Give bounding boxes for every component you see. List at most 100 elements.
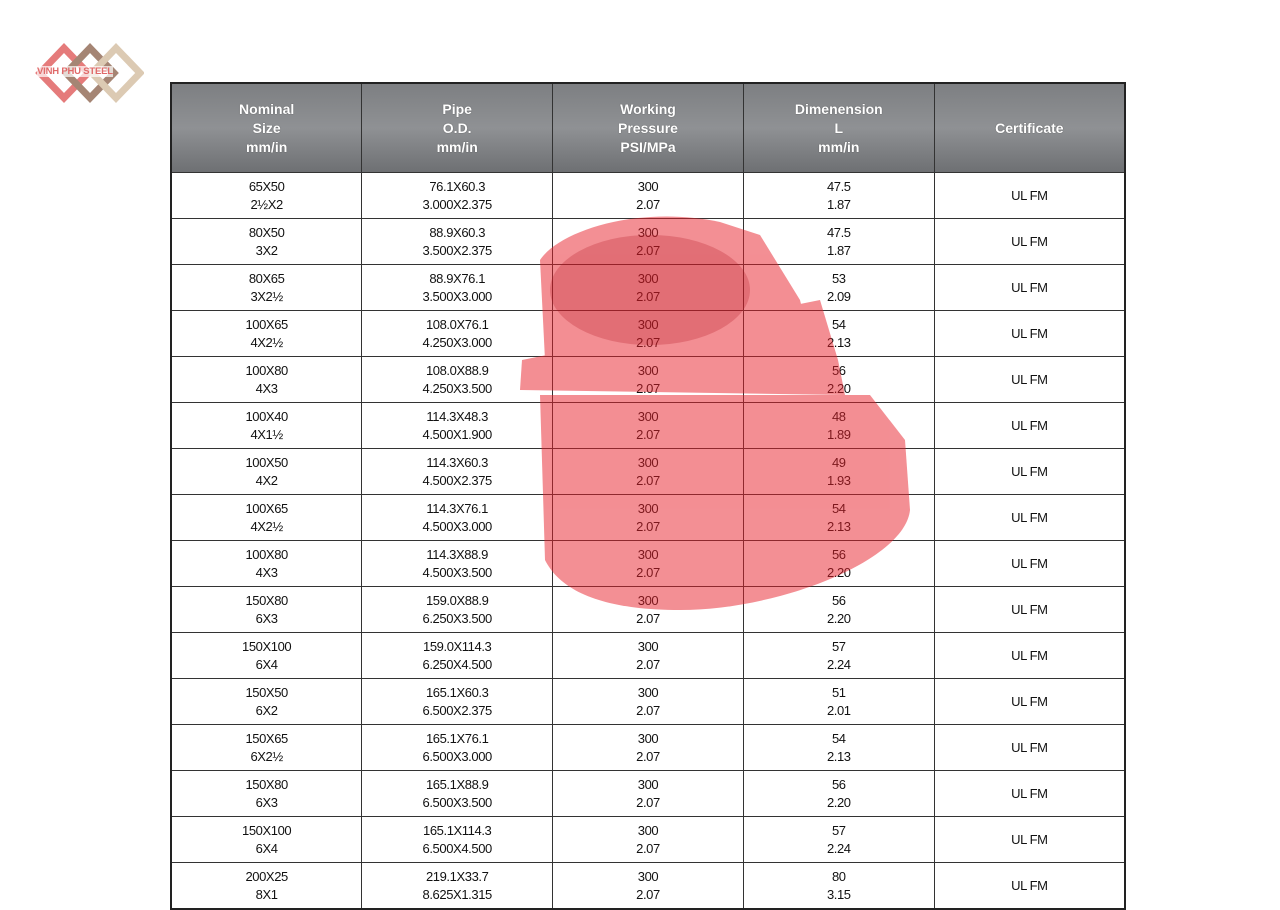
header-line: Size (252, 119, 281, 136)
cell-value: 4.500X3.000 (422, 518, 493, 534)
cell-value: UL FM (1011, 555, 1048, 571)
cell-pipe-od: 159.0X88.9 6.250X3.500 (361, 586, 554, 633)
table-row: 150X65 6X2½ 165.1X76.1 6.500X3.000 300 2.07 54… (170, 724, 1126, 771)
cell-dimension-l: 54 2.13 (742, 494, 935, 541)
cell-value: UL FM (1011, 279, 1048, 295)
cell-working-pressure: 300 2.07 (552, 356, 744, 403)
cell-pipe-od: 165.1X88.9 6.500X3.500 (361, 770, 554, 817)
cell-value: 4X2½ (250, 518, 283, 534)
cell-value: 114.3X60.3 (426, 454, 488, 470)
cell-value: 6X4 (255, 656, 278, 672)
cell-value: 2.20 (826, 564, 851, 580)
table-row: 150X100 6X4 165.1X114.3 6.500X4.500 300 2.07 5… (170, 816, 1126, 863)
cell-value: 2½X2 (250, 196, 283, 212)
cell-value: 54 (831, 730, 846, 746)
table-row: 200X25 8X1 219.1X33.7 8.625X1.315 300 2.07 80 3… (170, 862, 1126, 910)
header-line: Pipe (442, 100, 472, 117)
cell-value: UL FM (1011, 647, 1048, 663)
cell-value: 57 (831, 638, 846, 654)
table-row: 100X80 4X3 114.3X88.9 4.500X3.500 300 2.07 56 2… (170, 540, 1126, 587)
cell-pipe-od: 88.9X60.3 3.500X2.375 (361, 218, 554, 265)
cell-value: 1.89 (826, 426, 851, 442)
cell-working-pressure: 300 2.07 (552, 770, 744, 817)
cell-nominal-size: 80X65 3X2½ (170, 264, 363, 311)
cell-nominal-size: 150X65 6X2½ (170, 724, 363, 771)
table-row: 150X80 6X3 159.0X88.9 6.250X3.500 300 2.07 56 2… (170, 586, 1126, 633)
cell-value: 57 (831, 822, 846, 838)
cell-value: 300 (637, 868, 659, 884)
cell-value: 300 (637, 500, 659, 516)
cell-value: 80 (831, 868, 846, 884)
cell-nominal-size: 100X80 4X3 (170, 540, 363, 587)
cell-value: 2.07 (636, 426, 660, 442)
cell-value: UL FM (1011, 325, 1048, 341)
cell-value: 2.20 (826, 380, 851, 396)
table-row: 150X80 6X3 165.1X88.9 6.500X3.500 300 2.07 56 2… (170, 770, 1126, 817)
cell-dimension-l: 51 2.01 (742, 678, 935, 725)
cell-value: 300 (637, 822, 659, 838)
cell-value: 150X100 (242, 822, 292, 838)
cell-certificate: UL FM (933, 402, 1126, 449)
header-line: Working (620, 100, 676, 117)
cell-value: UL FM (1011, 463, 1048, 479)
cell-certificate: UL FM (933, 448, 1126, 495)
table-row: 150X50 6X2 165.1X60.3 6.500X2.375 300 2.07 51 2… (170, 678, 1126, 725)
cell-pipe-od: 114.3X48.3 4.500X1.900 (361, 402, 554, 449)
header-line: mm/in (818, 138, 860, 155)
cell-value: 3X2 (255, 242, 278, 258)
cell-value: 49 (831, 454, 846, 470)
cell-value: 6.500X4.500 (422, 840, 493, 856)
header-line: mm/in (436, 138, 478, 155)
cell-value: 2.07 (636, 334, 660, 350)
cell-dimension-l: 56 2.20 (742, 586, 935, 633)
table-row: 100X65 4X2½ 114.3X76.1 4.500X3.000 300 2.07 54… (170, 494, 1126, 541)
cell-value: 2.07 (636, 610, 660, 626)
cell-value: 2.20 (826, 610, 851, 626)
cell-dimension-l: 56 2.20 (742, 356, 935, 403)
table-row: 80X50 3X2 88.9X60.3 3.500X2.375 300 2.07 47.5 1… (170, 218, 1126, 265)
cell-value: 159.0X114.3 (423, 638, 492, 654)
cell-working-pressure: 300 2.07 (552, 540, 744, 587)
cell-value: 4X2½ (250, 334, 283, 350)
cell-certificate: UL FM (933, 356, 1126, 403)
cell-value: 114.3X76.1 (426, 500, 488, 516)
cell-value: 300 (637, 408, 659, 424)
cell-value: 1.93 (826, 472, 851, 488)
cell-dimension-l: 80 3.15 (742, 862, 935, 910)
cell-working-pressure: 300 2.07 (552, 218, 744, 265)
cell-value: 6X3 (255, 794, 278, 810)
cell-value: 300 (637, 270, 659, 286)
cell-value: 6.500X2.375 (422, 702, 493, 718)
column-header-working-pressure: Working Pressure PSI/MPa (552, 82, 744, 173)
cell-certificate: UL FM (933, 724, 1126, 771)
cell-value: 108.0X76.1 (425, 316, 489, 332)
column-header-nominal-size: Nominal Size mm/in (170, 82, 363, 173)
header-line: mm/in (246, 138, 288, 155)
cell-value: 100X80 (245, 362, 288, 378)
cell-value: 165.1X88.9 (425, 776, 489, 792)
cell-value: 8.625X1.315 (422, 886, 493, 902)
cell-dimension-l: 48 1.89 (742, 402, 935, 449)
cell-pipe-od: 108.0X76.1 4.250X3.000 (361, 310, 554, 357)
cell-nominal-size: 100X65 4X2½ (170, 494, 363, 541)
cell-working-pressure: 300 2.07 (552, 586, 744, 633)
column-header-pipe-od: Pipe O.D. mm/in (361, 82, 554, 173)
cell-working-pressure: 300 2.07 (552, 862, 744, 910)
cell-value: 2.07 (636, 886, 660, 902)
cell-value: 100X80 (245, 546, 288, 562)
cell-dimension-l: 56 2.20 (742, 540, 935, 587)
cell-certificate: UL FM (933, 310, 1126, 357)
cell-value: 2.07 (636, 242, 660, 258)
cell-value: 2.07 (636, 518, 660, 534)
cell-value: 300 (637, 454, 659, 470)
cell-value: 150X65 (245, 730, 288, 746)
cell-nominal-size: 80X50 3X2 (170, 218, 363, 265)
cell-certificate: UL FM (933, 678, 1126, 725)
cell-working-pressure: 300 2.07 (552, 310, 744, 357)
cell-value: 3.500X2.375 (422, 242, 493, 258)
cell-value: 88.9X60.3 (429, 224, 486, 240)
cell-nominal-size: 100X80 4X3 (170, 356, 363, 403)
table-row: 100X50 4X2 114.3X60.3 4.500X2.375 300 2.07 49 1… (170, 448, 1126, 495)
cell-working-pressure: 300 2.07 (552, 494, 744, 541)
cell-pipe-od: 114.3X76.1 4.500X3.000 (361, 494, 554, 541)
